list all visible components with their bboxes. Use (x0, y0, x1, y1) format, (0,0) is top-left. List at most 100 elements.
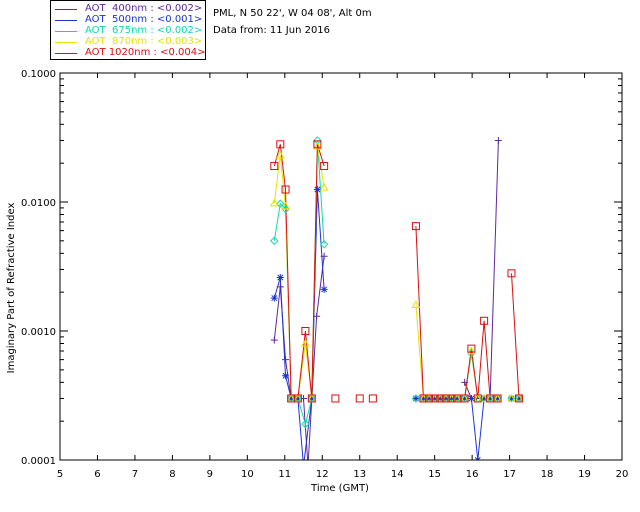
x-tick-label: 7 (132, 469, 138, 480)
series-line (415, 398, 498, 460)
series-line (273, 189, 325, 460)
data-point (307, 394, 316, 403)
data-point (313, 312, 321, 320)
data-point (301, 327, 310, 335)
legend-label-675nm: AOT 675nm : <0.002> (85, 25, 203, 36)
x-tick-label: 9 (207, 469, 213, 480)
data-point (514, 394, 523, 403)
legend-item-870nm: AOT 870nm : <0.003> (55, 36, 202, 48)
data-point (493, 393, 502, 402)
data-point (411, 222, 420, 231)
data-point (281, 185, 290, 194)
x-tick-label: 6 (94, 469, 100, 480)
data-point (308, 394, 316, 402)
series-line (511, 273, 520, 399)
data-point (276, 199, 285, 208)
data-point (293, 393, 303, 402)
data-point (286, 393, 296, 402)
data-point (287, 394, 295, 402)
y-tick-label: 0.1000 (21, 69, 56, 80)
data-point (453, 394, 461, 402)
legend-swatch-400nm (55, 9, 77, 10)
data-point (320, 285, 328, 293)
data-point (467, 346, 476, 355)
legend-label-870nm: AOT 870nm : <0.003> (85, 36, 203, 47)
data-point (270, 294, 278, 302)
plot-frame (59, 72, 623, 461)
data-point (411, 300, 421, 308)
data-point (467, 394, 475, 402)
legend-item-675nm: AOT 675nm : <0.002> (55, 25, 202, 37)
data-point (313, 140, 322, 149)
data-point (425, 394, 434, 403)
data-point (436, 394, 445, 403)
legend-item-400nm: AOT 400nm : <0.002> (55, 3, 202, 15)
data-point (480, 316, 489, 325)
data-point (473, 393, 483, 402)
data-point (282, 372, 290, 380)
data-point (460, 394, 469, 403)
data-point (331, 394, 340, 403)
x-tick-label: 16 (466, 469, 479, 480)
x-tick-label: 12 (316, 469, 329, 480)
legend-swatch-500nm (55, 20, 77, 21)
legend-label-500nm: AOT 500nm : <0.001> (85, 14, 203, 25)
data-point (460, 393, 469, 402)
data-point (282, 356, 290, 364)
legend-swatch-870nm (55, 42, 77, 43)
legend-label-1020nm: AOT 1020nm : <0.004> (85, 47, 206, 58)
data-point (301, 419, 310, 429)
legend-swatch-1020nm (55, 53, 77, 54)
data-point (486, 394, 494, 402)
site-info: PML, N 50 22', W 04 08', Alt 0m (213, 8, 372, 19)
data-point (276, 283, 284, 291)
data-point (320, 252, 328, 260)
data-point (276, 273, 284, 281)
x-tick-label: 17 (503, 469, 516, 480)
data-point (305, 462, 312, 469)
data-point (507, 394, 515, 402)
x-tick-label: 10 (241, 469, 254, 480)
data-point (275, 150, 285, 159)
data-point (320, 162, 329, 171)
data-point (473, 394, 482, 403)
series-line (415, 353, 498, 399)
data-point (319, 240, 329, 249)
data-point (276, 140, 285, 149)
data-point (515, 394, 523, 402)
x-tick-label: 19 (578, 469, 591, 480)
data-point (441, 394, 450, 403)
data-point (313, 136, 322, 145)
data-point (425, 394, 433, 402)
data-point (313, 185, 321, 193)
x-tick-label: 14 (391, 469, 404, 480)
data-point (493, 394, 502, 403)
data-point (419, 394, 428, 403)
x-tick-label: 20 (616, 469, 629, 480)
legend-item-1020nm: AOT 1020nm : <0.004> (55, 47, 205, 59)
x-tick-label: 5 (57, 469, 63, 480)
y-tick-label: 0.0001 (21, 456, 56, 467)
data-point (319, 182, 329, 191)
legend-item-500nm: AOT 500nm : <0.001> (55, 14, 202, 26)
y-tick-label: 0.0100 (21, 198, 56, 209)
data-point (461, 378, 469, 386)
data-point (269, 198, 279, 207)
data-point (281, 204, 290, 214)
data-point (448, 394, 456, 402)
data-point (293, 394, 302, 403)
data-point (507, 393, 516, 402)
data-point (307, 393, 317, 402)
data-point (480, 394, 488, 402)
data-point (300, 462, 307, 469)
data-point (355, 394, 364, 403)
data-point (270, 336, 278, 344)
data-point (412, 394, 420, 402)
x-tick-label: 15 (428, 469, 441, 480)
data-point (281, 201, 290, 210)
data-point (430, 394, 439, 403)
data-point (294, 394, 302, 402)
data-point (270, 162, 279, 171)
data-point (442, 394, 450, 402)
